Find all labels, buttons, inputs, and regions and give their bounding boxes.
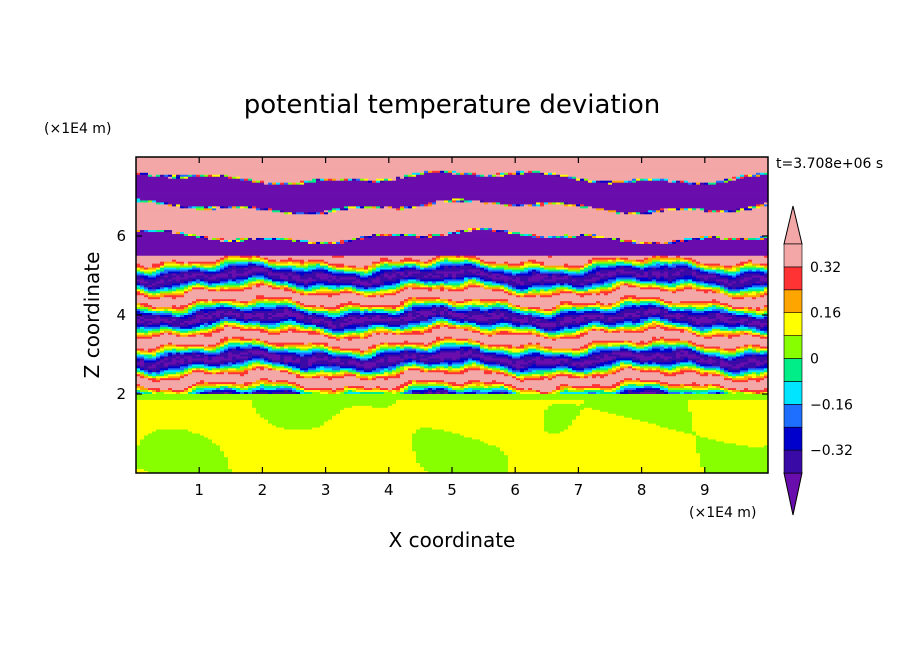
y-axis-label: Z coordinate	[80, 252, 104, 379]
time-label: t=3.708e+06 s	[776, 156, 883, 172]
y-unit-label: (×1E4 m)	[44, 121, 111, 137]
x-axis-label: X coordinate	[389, 528, 516, 552]
heatmap-field	[136, 157, 768, 473]
chart-title: potential temperature deviation	[244, 90, 660, 120]
x-unit-label: (×1E4 m)	[689, 505, 756, 521]
